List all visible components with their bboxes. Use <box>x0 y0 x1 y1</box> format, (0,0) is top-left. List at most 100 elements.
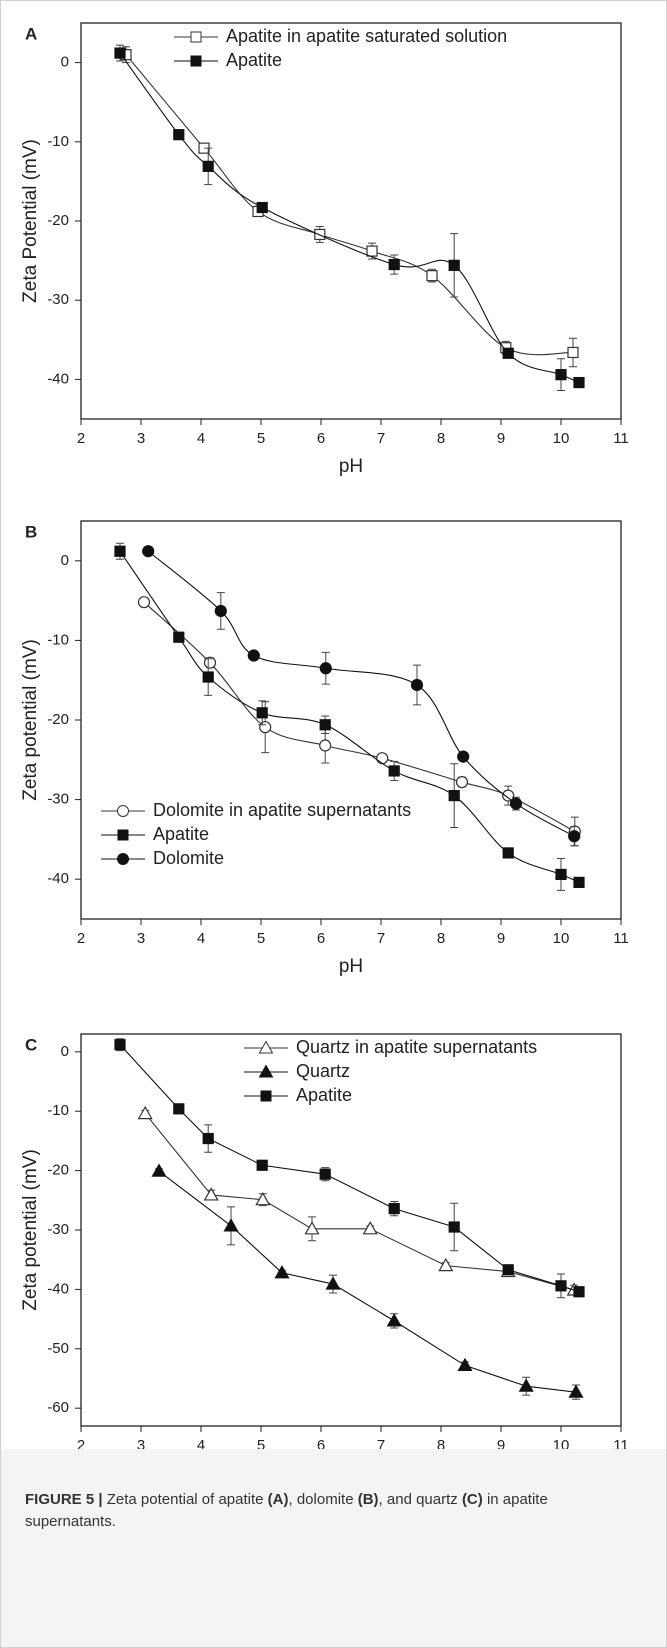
marker <box>502 1264 514 1276</box>
series-line <box>119 1044 580 1293</box>
marker <box>388 1203 400 1215</box>
y-tick-label: -40 <box>47 370 69 387</box>
marker <box>502 789 515 802</box>
x-tick-label: 8 <box>437 930 445 947</box>
marker <box>114 47 126 59</box>
caption-text: (C) <box>461 1491 483 1508</box>
marker <box>202 160 214 172</box>
marker <box>137 1105 153 1120</box>
series-line <box>119 52 580 384</box>
y-tick-label: -30 <box>47 791 69 808</box>
series-line <box>125 54 574 356</box>
marker <box>509 797 523 810</box>
series-line <box>144 1113 575 1291</box>
marker <box>457 750 470 763</box>
x-tick-label: 10 <box>553 1437 570 1449</box>
marker <box>142 545 155 558</box>
marker <box>555 1280 567 1292</box>
y-tick-label: -10 <box>47 133 69 150</box>
x-axis-label: pH <box>339 456 363 477</box>
marker <box>573 1286 585 1298</box>
legend-marker <box>117 853 129 865</box>
caption-text: in apatite supernatants. <box>25 1491 548 1530</box>
legend-label: Apatite <box>296 1085 352 1105</box>
marker <box>502 347 514 359</box>
marker <box>362 1221 378 1235</box>
panel-label: A <box>25 24 37 43</box>
marker <box>455 775 469 789</box>
marker <box>256 201 268 214</box>
x-tick-label: 4 <box>197 430 205 447</box>
marker <box>203 1187 219 1201</box>
caption-label: FIGURE 5 | <box>25 1491 103 1508</box>
legend-marker <box>117 829 129 841</box>
legend-label: Apatite <box>226 50 282 70</box>
marker <box>259 721 272 734</box>
legend-marker <box>260 1090 272 1102</box>
marker <box>426 270 438 282</box>
marker <box>388 765 400 777</box>
x-tick-label: 10 <box>553 930 570 947</box>
x-tick-label: 3 <box>137 430 145 447</box>
marker <box>202 671 214 683</box>
y-tick-label: 0 <box>61 54 69 71</box>
x-tick-label: 8 <box>437 430 445 447</box>
marker <box>319 739 332 752</box>
marker <box>448 1221 460 1233</box>
x-tick-label: 4 <box>197 1437 205 1449</box>
y-tick-label: 0 <box>61 552 69 569</box>
marker <box>319 1168 331 1180</box>
legend-label: Dolomite <box>153 848 224 868</box>
x-tick-label: 11 <box>613 430 629 447</box>
y-tick-label: -50 <box>47 1340 69 1357</box>
panel-label: C <box>25 1035 37 1054</box>
y-tick-label: -10 <box>47 1102 69 1119</box>
y-tick-label: -40 <box>47 1280 69 1297</box>
panel-label: B <box>25 522 37 541</box>
plot-frame <box>80 22 622 420</box>
marker <box>173 631 185 643</box>
legend-marker <box>258 1040 274 1054</box>
caption-text: (B) <box>357 1491 379 1508</box>
y-axis-label: Zeta potential (mV) <box>20 639 41 801</box>
marker <box>114 1039 126 1051</box>
legend-label: Quartz in apatite supernatants <box>296 1037 537 1057</box>
x-tick-label: 2 <box>77 1437 85 1449</box>
marker <box>388 258 400 271</box>
x-tick-label: 3 <box>137 930 145 947</box>
marker <box>502 847 514 859</box>
marker <box>319 662 332 675</box>
y-tick-label: -20 <box>47 1162 69 1179</box>
legend-label: Quartz <box>296 1061 350 1081</box>
legend-marker <box>190 55 202 67</box>
x-tick-label: 11 <box>613 1437 629 1449</box>
x-tick-label: 9 <box>497 430 505 447</box>
marker <box>223 1218 239 1232</box>
marker <box>214 604 227 618</box>
y-axis-label: Zeta Potential (mV) <box>20 139 41 303</box>
marker <box>568 830 581 843</box>
caption-text: , dolomite <box>288 1491 354 1508</box>
x-tick-label: 11 <box>613 930 629 947</box>
x-tick-label: 5 <box>257 930 265 947</box>
y-tick-label: -60 <box>47 1399 69 1416</box>
caption-text: (A) <box>267 1491 289 1508</box>
marker <box>304 1221 320 1235</box>
y-tick-label: -30 <box>47 291 69 308</box>
x-tick-label: 8 <box>437 1437 445 1449</box>
marker <box>448 259 460 271</box>
marker <box>555 868 567 881</box>
x-tick-label: 9 <box>497 930 505 947</box>
marker <box>173 129 185 141</box>
legend-marker <box>117 805 129 817</box>
marker <box>555 369 567 381</box>
marker <box>137 596 151 609</box>
y-tick-label: -40 <box>47 870 69 887</box>
marker <box>256 707 268 719</box>
x-tick-label: 2 <box>77 930 85 947</box>
marker <box>410 678 424 692</box>
legend-label: Apatite <box>153 824 209 844</box>
x-tick-label: 7 <box>377 930 385 947</box>
caption: FIGURE 5 | Zeta potential of apatite (A)… <box>1 1449 666 1533</box>
